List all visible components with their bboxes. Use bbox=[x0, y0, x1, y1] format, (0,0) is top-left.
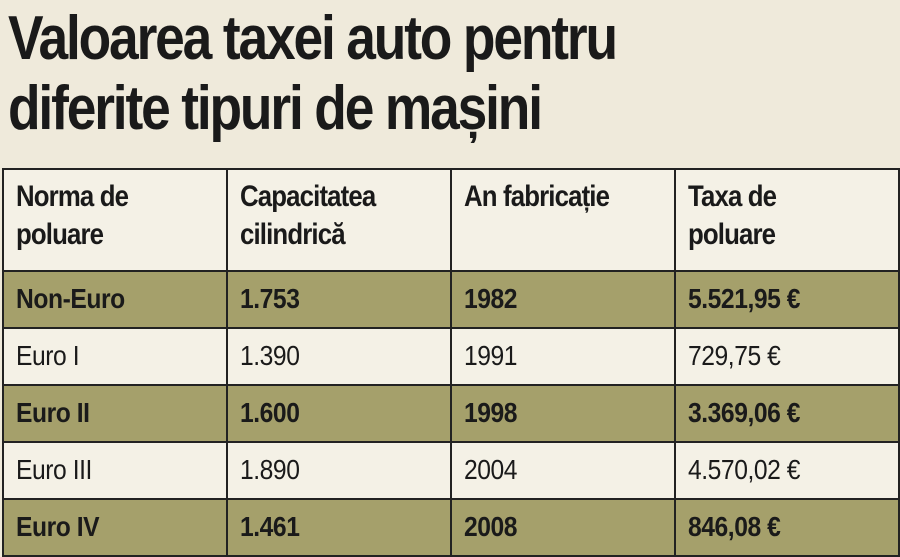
cell-norma: Euro II bbox=[2, 384, 228, 443]
cell-capacitate: 1.461 bbox=[226, 498, 452, 557]
cell-an: 2004 bbox=[450, 441, 676, 500]
cell-capacitate: 1.753 bbox=[226, 270, 452, 329]
title-line-1: Valoarea taxei auto pentru bbox=[8, 4, 618, 73]
cell-norma: Euro III bbox=[2, 441, 228, 500]
header-norma-poluare: Norma de poluare bbox=[2, 168, 228, 272]
cell-capacitate: 1.600 bbox=[226, 384, 452, 443]
cell-norma: Euro I bbox=[2, 327, 228, 386]
cell-taxa: 729,75 € bbox=[674, 327, 900, 386]
cell-an: 1982 bbox=[450, 270, 676, 329]
cell-an: 1991 bbox=[450, 327, 676, 386]
cell-an: 2008 bbox=[450, 498, 676, 557]
cell-capacitate: 1.890 bbox=[226, 441, 452, 500]
cell-norma: Euro IV bbox=[2, 498, 228, 557]
cell-norma: Non-Euro bbox=[2, 270, 228, 329]
page-title: Valoarea taxei auto pentru diferite tipu… bbox=[8, 4, 768, 144]
table-header-row: Norma de poluare Capacitatea cilindrică An… bbox=[2, 168, 900, 272]
cell-taxa: 5.521,95 € bbox=[674, 270, 900, 329]
cell-an: 1998 bbox=[450, 384, 676, 443]
cell-taxa: 3.369,06 € bbox=[674, 384, 900, 443]
table-row: Euro III 1.890 2004 4.570,02 € bbox=[2, 441, 900, 500]
tax-table: Norma de poluare Capacitatea cilindrică An… bbox=[2, 168, 900, 557]
table-row: Euro I 1.390 1991 729,75 € bbox=[2, 327, 900, 386]
cell-capacitate: 1.390 bbox=[226, 327, 452, 386]
table-row: Non-Euro 1.753 1982 5.521,95 € bbox=[2, 270, 900, 329]
cell-taxa: 846,08 € bbox=[674, 498, 900, 557]
header-taxa-poluare: Taxa de poluare bbox=[674, 168, 900, 272]
title-line-2: diferite tipuri de mașini bbox=[8, 74, 543, 143]
table-row: Euro IV 1.461 2008 846,08 € bbox=[2, 498, 900, 557]
cell-taxa: 4.570,02 € bbox=[674, 441, 900, 500]
header-an-fabricatie: An fabricație bbox=[450, 168, 676, 272]
header-capacitate-cilindrica: Capacitatea cilindrică bbox=[226, 168, 452, 272]
table-row: Euro II 1.600 1998 3.369,06 € bbox=[2, 384, 900, 443]
